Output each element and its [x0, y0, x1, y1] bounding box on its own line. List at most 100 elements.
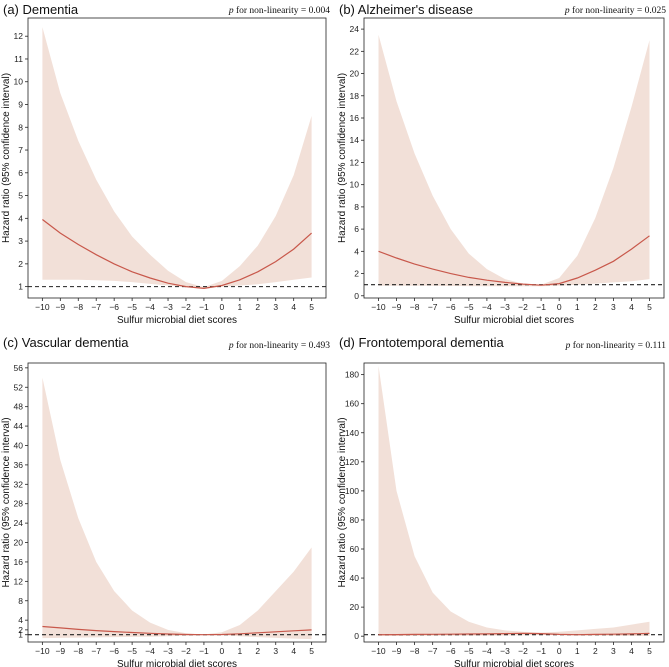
y-tick-label: 4 [354, 246, 359, 256]
x-tick-label: −1 [199, 302, 209, 312]
x-tick-label: −1 [199, 646, 209, 656]
y-tick-label: 12 [14, 31, 24, 41]
y-tick-label: 18 [350, 91, 360, 101]
x-tick-label: 3 [273, 302, 278, 312]
y-tick-label: 0 [354, 631, 359, 641]
y-tick-label: 28 [14, 499, 24, 509]
confidence-band [378, 34, 650, 287]
x-axis-label: Sulfur microbial diet scores [454, 659, 574, 667]
x-tick-label: 5 [647, 302, 652, 312]
x-tick-label: 0 [220, 302, 225, 312]
y-tick-label: 9 [18, 100, 23, 110]
y-tick-label: 1 [18, 282, 23, 292]
x-tick-label: 4 [629, 646, 634, 656]
y-tick-label: 20 [14, 538, 24, 548]
x-tick-label: −9 [392, 302, 402, 312]
x-tick-label: −6 [446, 302, 456, 312]
y-tick-label: 8 [18, 122, 23, 132]
y-tick-label: 180 [345, 370, 359, 380]
hazard-ratio-line [378, 235, 650, 286]
x-axis-label: Sulfur microbial diet scores [117, 315, 237, 326]
y-tick-label: 3 [18, 236, 23, 246]
chart-panel-1: −10 −9 −8 −7 −6 −5 −4 −3 −2 −1 0 1 2 3 4 51234567891011… [1, 2, 330, 326]
x-tick-label: −6 [446, 646, 456, 656]
x-tick-label: 5 [309, 646, 314, 656]
x-tick-label: −4 [145, 302, 155, 312]
x-tick-label: −10 [371, 646, 386, 656]
p-symbol: p [564, 6, 570, 16]
y-tick-label: 32 [14, 479, 24, 489]
x-tick-label: −2 [181, 302, 191, 312]
y-tick-label: 48 [14, 402, 24, 412]
p-symbol: p [228, 341, 234, 351]
y-tick-label: 16 [350, 113, 360, 123]
x-tick-label: −8 [410, 646, 420, 656]
x-tick-label: 4 [291, 646, 296, 656]
plot-frame [363, 17, 665, 299]
x-tick-label: 4 [291, 302, 296, 312]
y-tick-label: 5 [18, 191, 23, 201]
y-tick-label: 24 [14, 518, 24, 528]
x-tick-label: −9 [392, 646, 402, 656]
x-axis-label: Sulfur microbial diet scores [117, 659, 237, 667]
x-tick-label: 5 [647, 646, 652, 656]
x-tick-label: −3 [163, 646, 173, 656]
x-tick-label: 2 [593, 302, 598, 312]
x-tick-label: 5 [309, 302, 314, 312]
x-tick-label: −8 [410, 302, 420, 312]
panel-title: (c) Vascular dementia [3, 335, 129, 350]
hazard-ratio-line [42, 219, 312, 290]
y-tick-label: 2 [354, 269, 359, 279]
x-tick-label: 2 [593, 646, 598, 656]
x-tick-label: −6 [109, 646, 119, 656]
x-tick-label: −10 [35, 646, 50, 656]
chart-panel-4: −10 −9 −8 −7 −6 −5 −4 −3 −2 −1 0 1 2 3 4 50204060801001… [337, 335, 666, 667]
y-tick-label: 2 [18, 259, 23, 269]
p-text: for non-linearity = 0.493 [234, 340, 331, 351]
x-tick-label: −3 [500, 302, 510, 312]
y-tick-label: 56 [14, 363, 24, 373]
x-tick-label: 4 [629, 302, 634, 312]
confidence-band [42, 377, 312, 640]
y-tick-label: 4 [18, 213, 23, 223]
y-tick-label: 44 [14, 421, 24, 431]
y-axis-label: Hazard ratio (95% confidence interval) [337, 417, 348, 587]
x-tick-label: 3 [611, 302, 616, 312]
y-tick-label: 160 [345, 399, 359, 409]
y-tick-label: 80 [350, 515, 360, 525]
chart-panel-2: −10 −9 −8 −7 −6 −5 −4 −3 −2 −1 0 1 2 3 4 50246810121416… [337, 2, 666, 326]
plot-frame [27, 17, 327, 299]
y-tick-label: 7 [18, 145, 23, 155]
x-tick-label: −4 [482, 302, 492, 312]
x-tick-label: 0 [557, 302, 562, 312]
y-tick-label: 140 [345, 428, 359, 438]
x-tick-label: −5 [464, 302, 474, 312]
y-axis-label: Hazard ratio (95% confidence interval) [337, 73, 348, 243]
confidence-band [378, 365, 650, 636]
y-tick-label: 16 [14, 557, 24, 567]
p-value-label: p for non-linearity = 0.493 [228, 340, 330, 351]
p-text: for non-linearity = 0.025 [570, 5, 667, 16]
p-symbol: p [565, 341, 571, 351]
x-tick-label: −4 [145, 646, 155, 656]
x-tick-label: −2 [181, 646, 191, 656]
x-tick-label: −2 [518, 646, 528, 656]
y-tick-label: 20 [350, 602, 360, 612]
y-tick-label: 10 [350, 180, 360, 190]
hazard-ratio-line [378, 632, 650, 636]
y-tick-label: 10 [14, 77, 24, 87]
y-tick-label: 40 [14, 440, 24, 450]
x-tick-label: 1 [575, 302, 580, 312]
y-tick-label: 6 [354, 224, 359, 234]
y-tick-label: 60 [350, 544, 360, 554]
y-tick-label: 12 [14, 576, 24, 586]
y-tick-label: 0 [354, 291, 359, 301]
x-tick-label: −6 [109, 302, 119, 312]
y-tick-label: 120 [345, 457, 359, 467]
y-tick-label: 6 [18, 168, 23, 178]
x-tick-label: −7 [91, 646, 101, 656]
x-tick-label: 1 [237, 646, 242, 656]
x-tick-label: −5 [464, 646, 474, 656]
x-tick-label: −8 [73, 646, 83, 656]
y-tick-label: 11 [14, 54, 23, 64]
